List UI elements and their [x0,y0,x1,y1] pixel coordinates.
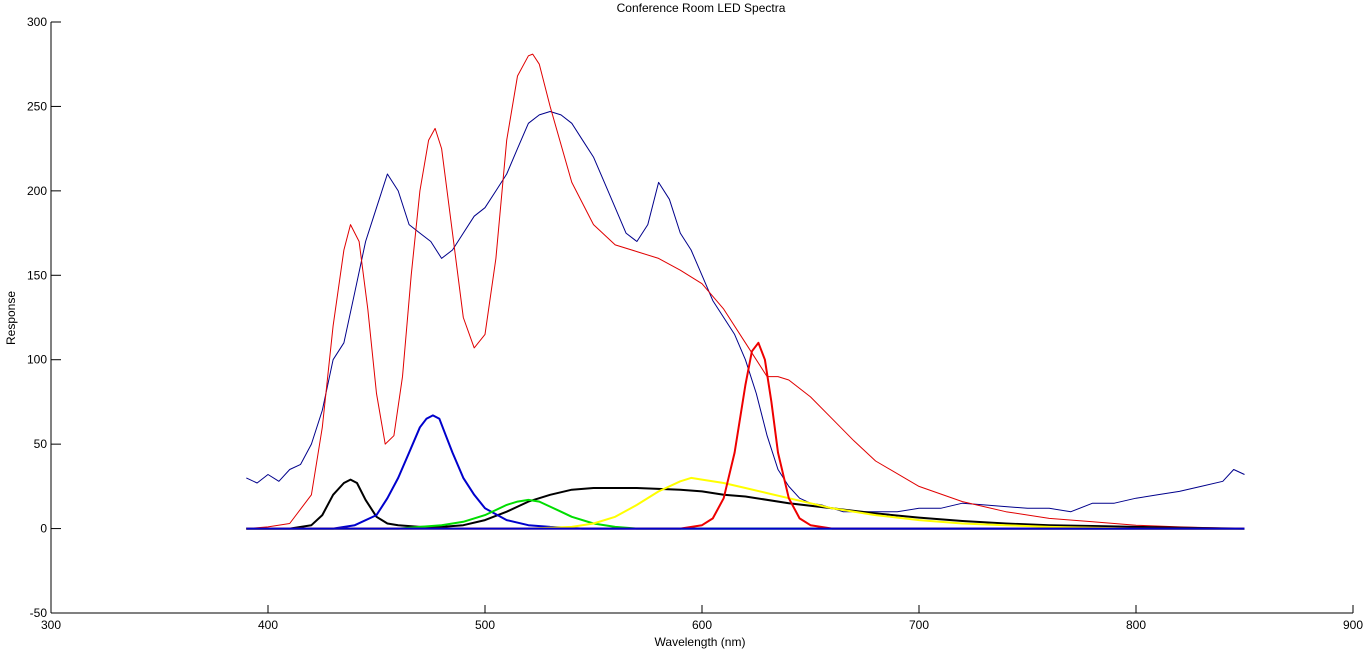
series-line-6 [246,476,1245,530]
y-tick-label: 0 [40,522,47,536]
series-line-4 [246,414,1245,530]
y-tick-label: 200 [27,184,47,198]
x-tick-label: 500 [475,618,495,632]
y-tick-label: -50 [30,606,48,620]
x-tick-label: 300 [41,618,61,632]
x-tick-label: 700 [909,618,929,632]
x-tick-label: 800 [1126,618,1146,632]
x-tick-label: 400 [258,618,278,632]
y-tick-label: 150 [27,268,47,282]
series-line-2 [246,53,1245,530]
y-tick-label: 250 [27,99,47,113]
y-tick-label: 100 [27,353,47,367]
chart-title: Conference Room LED Spectra [617,1,786,15]
series-line-3 [246,478,1245,530]
plot-series [246,53,1245,530]
x-axis-label: Wavelength (nm) [655,635,746,649]
x-tick-label: 900 [1343,618,1363,632]
y-tick-label: 50 [34,437,48,451]
series-line-7 [246,341,1245,530]
series-line-5 [246,498,1245,530]
y-axis-label: Response [4,291,18,345]
y-tick-label: 300 [27,15,47,29]
axes: 300 400 500 600 700 800 900 -50 0 50 100 150 200 250 3… [27,15,1363,632]
x-tick-label: 600 [692,618,712,632]
series-line-1 [246,111,1245,513]
